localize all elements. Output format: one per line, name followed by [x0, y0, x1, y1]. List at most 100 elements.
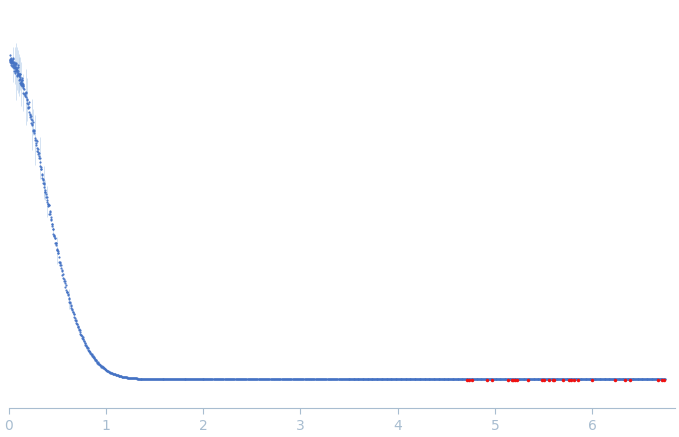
Point	[655, 376, 665, 383]
Point	[96, 363, 107, 370]
Point	[100, 366, 111, 373]
Point	[179, 376, 189, 383]
Point	[470, 376, 481, 383]
Point	[252, 376, 263, 383]
Point	[59, 277, 70, 284]
Point	[435, 376, 445, 383]
Point	[424, 376, 435, 383]
Point	[650, 376, 661, 383]
Point	[171, 376, 182, 383]
Point	[437, 376, 448, 383]
Point	[427, 376, 438, 383]
Point	[251, 376, 261, 383]
Point	[496, 376, 507, 383]
Point	[124, 374, 134, 381]
Point	[401, 376, 412, 383]
Point	[168, 376, 179, 383]
Point	[433, 376, 443, 383]
Point	[9, 59, 20, 66]
Point	[282, 376, 293, 383]
Point	[14, 73, 25, 80]
Point	[189, 376, 200, 383]
Point	[388, 376, 399, 383]
Point	[137, 375, 148, 382]
Point	[635, 376, 646, 383]
Point	[85, 349, 96, 356]
Point	[394, 376, 405, 383]
Point	[282, 376, 293, 383]
Point	[648, 376, 659, 383]
Point	[210, 376, 221, 383]
Point	[133, 375, 144, 382]
Point	[80, 342, 91, 349]
Point	[11, 63, 22, 70]
Point	[547, 376, 557, 383]
Point	[530, 376, 540, 383]
Point	[570, 376, 581, 383]
Point	[607, 376, 618, 383]
Point	[84, 348, 95, 355]
Point	[576, 376, 587, 383]
Point	[301, 376, 312, 383]
Point	[15, 70, 26, 77]
Point	[548, 376, 559, 383]
Point	[9, 63, 20, 70]
Point	[476, 376, 487, 383]
Point	[194, 376, 204, 383]
Point	[414, 376, 424, 383]
Point	[464, 376, 475, 383]
Point	[187, 376, 198, 383]
Point	[319, 376, 330, 383]
Point	[213, 376, 224, 383]
Point	[646, 376, 657, 383]
Point	[346, 376, 357, 383]
Point	[441, 376, 452, 383]
Point	[160, 376, 171, 383]
Point	[64, 296, 75, 303]
Point	[315, 376, 326, 383]
Point	[161, 376, 172, 383]
Point	[218, 376, 229, 383]
Point	[375, 376, 386, 383]
Point	[506, 376, 517, 383]
Point	[382, 376, 392, 383]
Point	[523, 376, 534, 383]
Point	[660, 376, 671, 383]
Point	[158, 376, 169, 383]
Point	[587, 376, 598, 383]
Point	[6, 59, 17, 66]
Point	[331, 376, 342, 383]
Point	[509, 376, 520, 383]
Point	[500, 376, 511, 383]
Point	[554, 376, 565, 383]
Point	[392, 376, 403, 383]
Point	[495, 376, 506, 383]
Point	[655, 376, 665, 383]
Point	[428, 376, 439, 383]
Point	[71, 320, 81, 327]
Point	[23, 99, 34, 106]
Point	[22, 104, 33, 111]
Point	[340, 376, 350, 383]
Point	[291, 376, 301, 383]
Point	[52, 245, 62, 252]
Point	[371, 376, 382, 383]
Point	[365, 376, 375, 383]
Point	[5, 62, 16, 69]
Point	[288, 376, 299, 383]
Point	[191, 376, 202, 383]
Point	[238, 376, 249, 383]
Point	[535, 376, 546, 383]
Point	[428, 376, 439, 383]
Point	[81, 343, 92, 350]
Point	[585, 376, 596, 383]
Point	[418, 376, 428, 383]
Point	[595, 376, 606, 383]
Point	[44, 211, 55, 218]
Point	[89, 355, 100, 362]
Point	[524, 376, 535, 383]
Point	[456, 376, 467, 383]
Point	[480, 376, 491, 383]
Point	[94, 361, 105, 368]
Point	[206, 376, 217, 383]
